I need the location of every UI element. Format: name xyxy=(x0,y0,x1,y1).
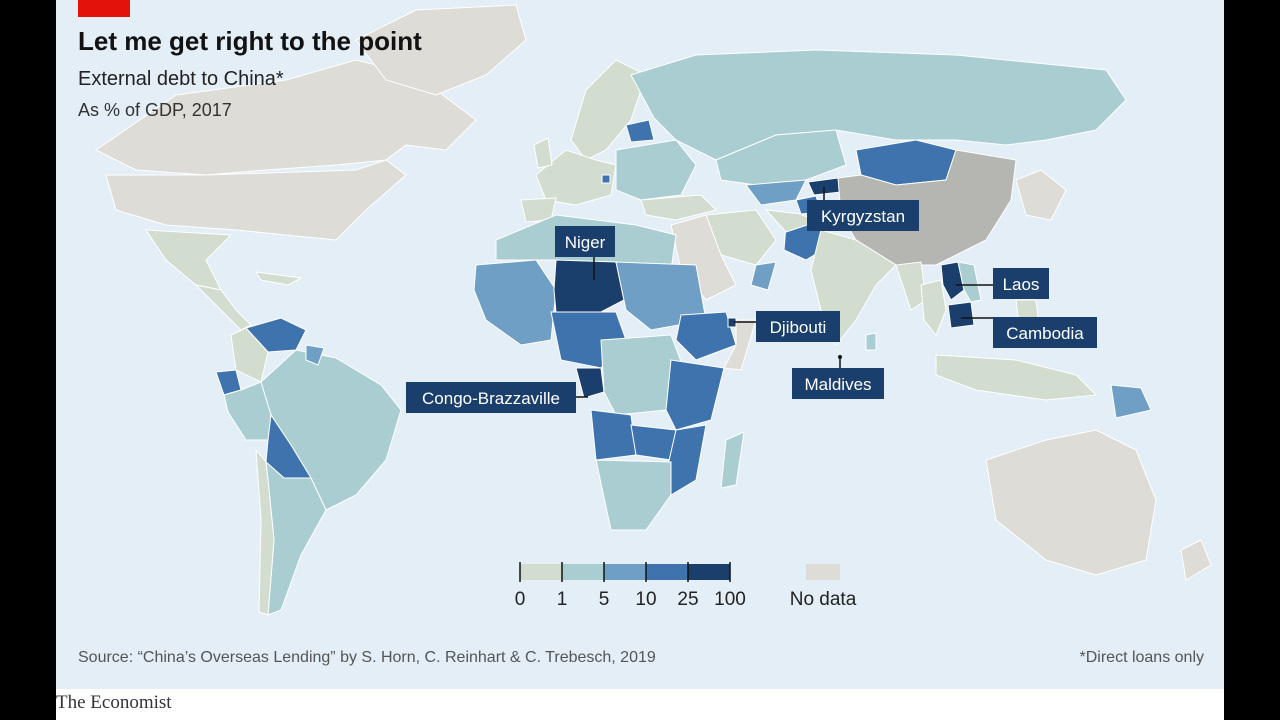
label-congo-brazzaville: Congo-Brazzaville xyxy=(406,382,576,413)
label-cambodia-text: Cambodia xyxy=(1006,324,1084,343)
publisher-strip: The Economist xyxy=(56,689,1224,720)
southern-africa-shape xyxy=(595,459,672,531)
legend-label-1: 1 xyxy=(557,589,568,610)
ethiopia-shape xyxy=(675,311,737,361)
central-america-shape xyxy=(194,284,252,331)
label-laos: Laos xyxy=(993,268,1049,299)
legend-swatch-1-5 xyxy=(562,564,604,580)
usa-shape xyxy=(105,159,407,241)
chile-shape xyxy=(255,448,275,616)
zambia-shape xyxy=(630,424,677,461)
eastern-europe-shape xyxy=(615,139,697,201)
legend-label-10: 10 xyxy=(635,589,656,610)
legend-label-no-data: No data xyxy=(790,589,857,610)
legend-swatch-no-data xyxy=(806,564,840,580)
oman-shape xyxy=(750,261,777,291)
label-laos-text: Laos xyxy=(1003,275,1040,294)
legend-label-5: 5 xyxy=(599,589,610,610)
cambodia-shape xyxy=(947,301,975,329)
korea-japan-shape xyxy=(1015,169,1067,221)
niger-shape xyxy=(553,259,625,313)
guyana-shape xyxy=(305,344,325,366)
footnote: *Direct loans only xyxy=(1079,649,1205,666)
montenegro-shape xyxy=(601,174,611,184)
legend-swatch-0-1 xyxy=(520,564,562,580)
label-kyrgyzstan-text: Kyrgyzstan xyxy=(821,207,905,226)
belarus-shape xyxy=(625,119,655,143)
label-niger: Niger xyxy=(555,226,615,257)
label-niger-text: Niger xyxy=(565,233,606,252)
somalia-shape xyxy=(723,319,757,371)
world-map: Niger Kyrgyzstan Laos Djibouti Cambodia … xyxy=(95,4,1212,616)
new-zealand-shape xyxy=(1180,539,1212,581)
chart-subtitle: External debt to China* xyxy=(78,68,284,90)
greenland-shape xyxy=(355,4,527,96)
cuba-shape xyxy=(255,271,303,286)
maldives-dot xyxy=(838,355,842,359)
legend: 0 1 5 10 25 100 No data xyxy=(515,562,857,610)
label-congo-brazzaville-text: Congo-Brazzaville xyxy=(422,389,560,408)
papua-new-guinea-shape xyxy=(1110,384,1152,419)
legend-label-100: 100 xyxy=(714,589,746,610)
legend-label-0: 0 xyxy=(515,589,526,610)
sri-lanka-shape xyxy=(865,332,877,351)
thailand-shape xyxy=(920,279,947,336)
australia-shape xyxy=(985,429,1157,576)
economist-red-tag xyxy=(78,0,130,17)
chart-unit: As % of GDP, 2017 xyxy=(78,100,232,120)
colombia-shape xyxy=(230,327,269,383)
economist-logo: The Economist xyxy=(56,692,172,713)
legend-swatch-5-10 xyxy=(604,564,646,580)
label-maldives: Maldives xyxy=(792,368,884,399)
russia-shape xyxy=(630,49,1127,161)
chart-title: Let me get right to the point xyxy=(78,26,422,56)
legend-swatch-25-100 xyxy=(688,564,730,580)
angola-shape xyxy=(590,409,637,461)
indonesia-shape xyxy=(935,354,1098,401)
kenya-tanzania-shape xyxy=(665,359,725,431)
label-djibouti-text: Djibouti xyxy=(770,318,827,337)
label-kyrgyzstan: Kyrgyzstan xyxy=(807,200,919,231)
source-note: Source: “China’s Overseas Lending” by S.… xyxy=(78,649,656,666)
chart-panel: Niger Kyrgyzstan Laos Djibouti Cambodia … xyxy=(56,0,1224,689)
congo-brazzaville-shape xyxy=(575,367,605,399)
uk-shape xyxy=(533,137,553,169)
legend-label-25: 25 xyxy=(677,589,698,610)
mexico-shape xyxy=(145,229,233,291)
mozambique-shape xyxy=(667,424,707,496)
laos-shape xyxy=(940,261,965,301)
label-djibouti: Djibouti xyxy=(756,311,840,342)
label-maldives-text: Maldives xyxy=(804,375,871,394)
madagascar-shape xyxy=(720,431,745,489)
turkey-shape xyxy=(640,194,717,221)
kazakhstan-shape xyxy=(715,129,847,186)
label-cambodia: Cambodia xyxy=(993,317,1097,348)
legend-swatch-10-25 xyxy=(646,564,688,580)
west-africa-shape xyxy=(473,259,557,346)
